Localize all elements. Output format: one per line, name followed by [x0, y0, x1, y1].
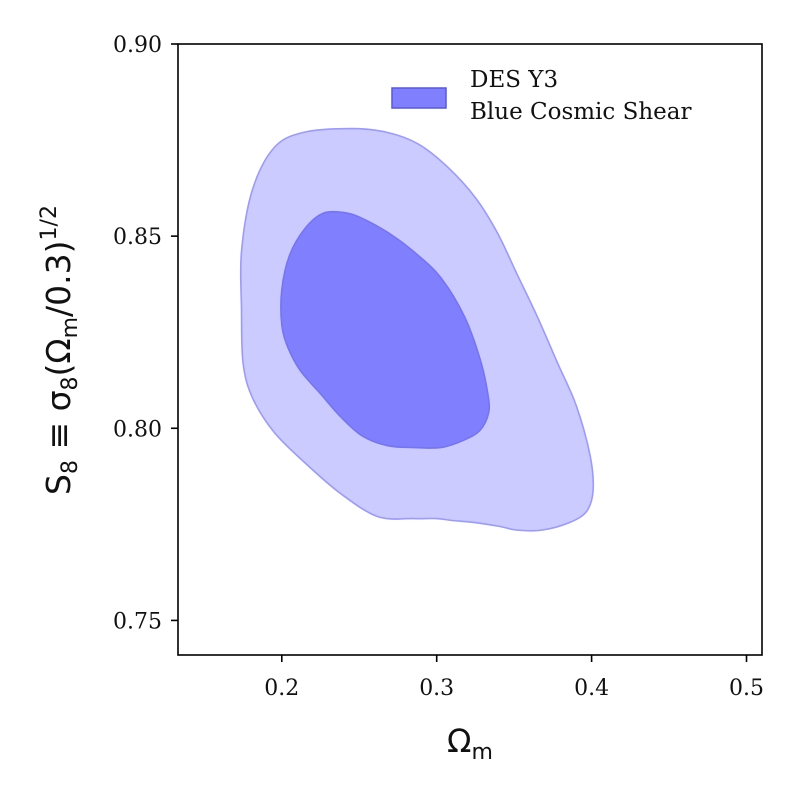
- x-axis: 0.2 0.3 0.4 0.5: [264, 655, 764, 701]
- legend-entry-line1: DES Y3: [470, 67, 558, 93]
- legend-swatch: [391, 87, 447, 109]
- y-axis: 0.75 0.80 0.85 0.90: [113, 33, 178, 634]
- x-tick-label: 0.3: [419, 676, 454, 701]
- y-tick-label: 0.85: [113, 225, 162, 250]
- x-axis-label: Ωm: [447, 722, 493, 765]
- plot-frame: [177, 43, 763, 656]
- x-tick-label: 0.2: [264, 676, 299, 701]
- x-tick-label: 0.4: [574, 676, 609, 701]
- y-tick-label: 0.80: [113, 417, 162, 442]
- legend: DES Y3 Blue Cosmic Shear: [391, 67, 692, 125]
- y-tick-label: 0.90: [113, 33, 162, 58]
- y-tick-label: 0.75: [113, 609, 162, 634]
- y-axis-label: S8 ≡ σ8(Ωm/0.3)1/2: [37, 205, 83, 495]
- legend-entry-line2: Blue Cosmic Shear: [470, 99, 692, 125]
- x-tick-label: 0.5: [729, 676, 764, 701]
- contour-layer: [239, 127, 595, 532]
- contour-68pct: [280, 210, 491, 449]
